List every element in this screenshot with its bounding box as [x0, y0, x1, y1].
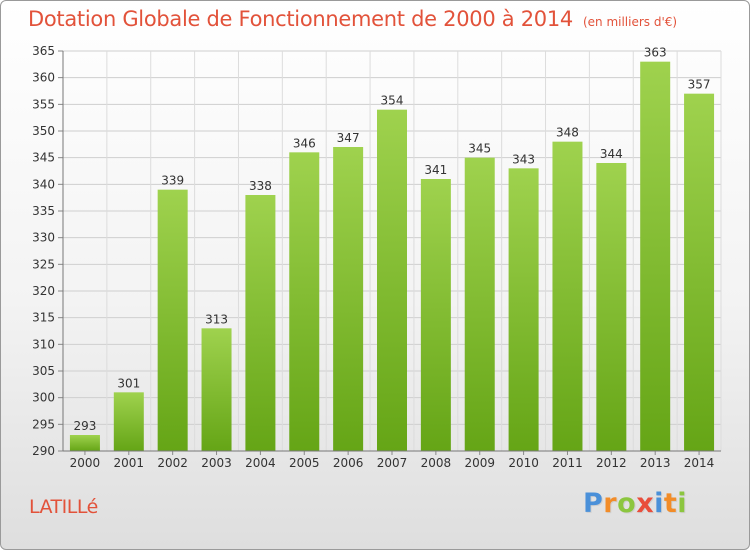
bar-2003	[201, 328, 232, 451]
x-tick-label: 2010	[508, 456, 539, 470]
value-label: 344	[600, 147, 623, 161]
x-tick-label: 2002	[157, 456, 188, 470]
y-tick-label: 365	[32, 44, 55, 58]
x-tick-label: 2005	[289, 456, 320, 470]
proxiti-logo: Proxiti	[583, 488, 687, 519]
bar-2013	[640, 61, 671, 452]
value-label: 363	[644, 46, 667, 60]
logo-letter: i	[654, 488, 664, 519]
commune-name: LATILLé	[29, 496, 98, 518]
y-tick-label: 340	[32, 177, 55, 191]
y-tick-label: 325	[32, 257, 55, 271]
x-tick-label: 2004	[245, 456, 276, 470]
value-label: 347	[337, 131, 360, 145]
x-tick-label: 2014	[684, 456, 715, 470]
value-label: 346	[293, 136, 316, 150]
y-tick-label: 305	[32, 364, 55, 378]
labels: 290 295 300 305 310 315 320 325 330 335 340 345 350 3…	[32, 44, 714, 470]
x-tick-label: 2013	[640, 456, 671, 470]
bar-2014	[684, 93, 715, 452]
bar-2001	[113, 392, 144, 451]
bar-2008	[420, 179, 451, 451]
x-tick-label: 2011	[552, 456, 583, 470]
y-tick-label: 320	[32, 284, 55, 298]
bar-2005	[289, 152, 320, 452]
y-tick-label: 310	[32, 337, 55, 351]
chart-subtitle: (en milliers d'€)	[582, 15, 678, 29]
x-tick-label: 2006	[333, 456, 364, 470]
logo-letter: t	[663, 488, 678, 519]
y-tick-label: 295	[32, 417, 55, 431]
bar-2010	[508, 168, 539, 452]
value-label: 341	[424, 163, 447, 177]
x-tick-label: 2003	[201, 456, 232, 470]
y-tick-label: 315	[32, 311, 55, 325]
logo-letter: i	[677, 488, 688, 519]
bars	[69, 61, 715, 452]
bar-2004	[245, 195, 276, 451]
value-label: 357	[688, 78, 711, 92]
bar-2011	[552, 141, 583, 451]
logo-letter: x	[636, 488, 655, 519]
x-tick-label: 2000	[70, 456, 101, 470]
bar-2006	[333, 147, 364, 451]
chart-title-text: Dotation Globale de Fonctionnement de 20…	[28, 7, 573, 31]
y-tick-label: 355	[32, 97, 55, 111]
value-label: 354	[381, 94, 404, 108]
x-tick-label: 2012	[596, 456, 627, 470]
logo-letter: P	[583, 488, 604, 519]
y-tick-label: 300	[32, 391, 55, 405]
value-label: 343	[512, 152, 535, 166]
chart-title: Dotation Globale de Fonctionnement de 20…	[28, 7, 677, 31]
x-tick-label: 2001	[114, 456, 145, 470]
x-tick-label: 2007	[377, 456, 408, 470]
logo-letter: o	[617, 488, 637, 519]
bar-2002	[157, 189, 188, 451]
bar-2012	[596, 163, 627, 451]
value-label: 293	[73, 419, 96, 433]
y-tick-label: 360	[32, 71, 55, 85]
value-label: 345	[468, 142, 491, 156]
value-label: 301	[117, 376, 140, 390]
axes	[58, 50, 721, 455]
bar-2009	[464, 157, 495, 451]
bar-2000	[69, 435, 100, 451]
y-tick-label: 335	[32, 204, 55, 218]
y-tick-label: 350	[32, 124, 55, 138]
x-tick-label: 2009	[464, 456, 495, 470]
y-tick-label: 290	[32, 444, 55, 458]
logo-letter: r	[603, 488, 618, 519]
value-label: 339	[161, 174, 184, 188]
y-tick-label: 330	[32, 231, 55, 245]
bar-2007	[377, 109, 407, 452]
value-label: 338	[249, 179, 272, 193]
y-tick-label: 345	[32, 151, 55, 165]
value-label: 348	[556, 126, 579, 140]
value-label: 313	[205, 312, 228, 326]
x-tick-label: 2008	[421, 456, 452, 470]
